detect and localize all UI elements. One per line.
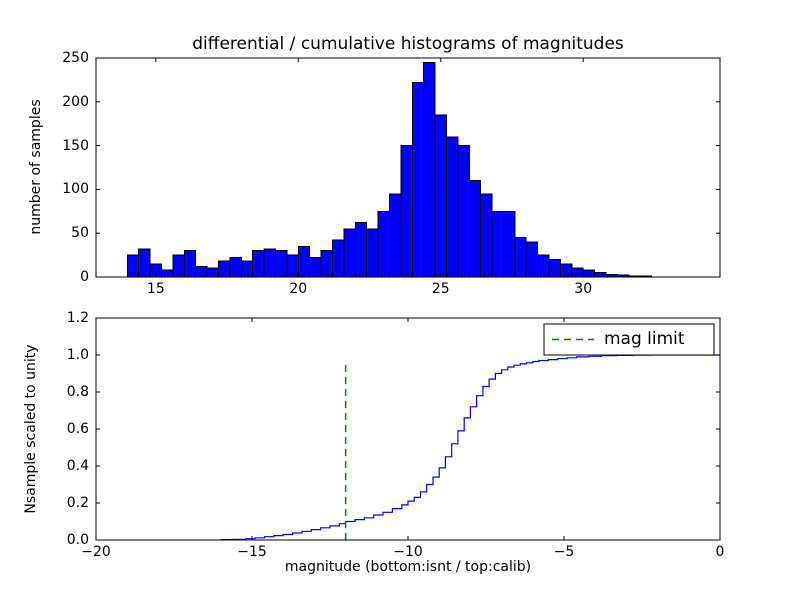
histogram-bar [491,210,505,278]
histogram-bar [480,193,493,278]
y-tick-label-top: 50 [71,225,89,242]
y-tick-label-top: 150 [62,137,89,154]
legend-box [543,323,715,356]
histogram-bar [582,269,596,278]
histogram-bar [400,145,413,278]
histogram-bar [343,228,356,278]
histogram-bar [263,248,277,278]
x-tick-label-top: 25 [431,281,450,297]
histogram-bar [434,114,448,278]
histogram-bar [457,145,470,278]
histogram-bar [252,250,265,278]
histogram-bar [389,193,402,278]
histogram-bar [332,239,345,278]
histogram-bar [297,245,311,278]
histogram-bar [286,254,299,278]
histogram-bar [138,248,151,278]
x-tick-label-bottom: −10 [393,544,423,560]
histogram-bar [548,259,561,278]
histogram-bar [537,254,550,278]
histogram-bar [571,267,584,278]
histogram-bar [366,228,379,278]
histogram-bar [275,250,288,278]
histogram-bar [172,254,185,278]
histogram-bar [206,267,220,278]
histogram-bar [377,210,391,278]
histogram-bar [423,61,436,278]
histogram-bar [161,269,174,278]
cumulative-step-line [220,354,720,541]
y-tick-label-top: 200 [62,93,89,110]
x-tick-label-top: 15 [146,281,165,297]
y-tick-label-bottom: 0.0 [66,532,89,548]
histogram-bar [195,266,208,278]
histogram-bar [309,257,322,278]
y-tick-label-top: 0 [80,269,89,285]
histogram-bar [446,136,459,278]
histogram-bar [320,250,334,278]
histogram-bar [183,250,197,278]
histogram-bar [525,241,539,278]
y-tick-label-top: 250 [62,50,89,66]
legend-mag-limit-label: mag limit [604,329,685,349]
axes-frame-top [95,57,721,278]
histogram-bar [218,260,231,278]
x-tick-label-top: 30 [574,281,593,297]
y-tick-label-bottom: 0.2 [66,495,89,511]
chart-title: differential / cumulative histograms of … [192,34,624,54]
histogram-bar [514,237,527,278]
y-tick-label-bottom: 0.4 [66,458,89,474]
y-tick-label-bottom: 1.0 [66,347,89,363]
histogram-bar [503,210,516,278]
y-tick-label-top: 100 [62,181,89,198]
x-tick-label-bottom: −15 [237,544,267,560]
x-axis-label: magnitude (bottom:isnt / top:calib) [284,559,532,575]
y-axis-label-top: number of samples [28,99,44,235]
histogram-bar [229,257,242,278]
y-tick-label-bottom: 1.2 [66,310,89,326]
histogram-bar [468,180,482,278]
y-tick-label-bottom: 0.6 [66,421,89,437]
x-tick-label-bottom: 0 [715,544,725,560]
histogram-bar [594,272,607,278]
x-tick-label-bottom: −20 [81,544,111,560]
histogram-bar [240,260,254,278]
x-tick-label-bottom: −5 [553,544,575,560]
histogram-bar [559,263,573,278]
histogram-bar [126,254,140,278]
histogram-bar [354,222,368,278]
y-tick-label-bottom: 0.8 [66,384,89,400]
histogram-bar [411,82,425,278]
x-tick-label-top: 20 [289,281,308,297]
